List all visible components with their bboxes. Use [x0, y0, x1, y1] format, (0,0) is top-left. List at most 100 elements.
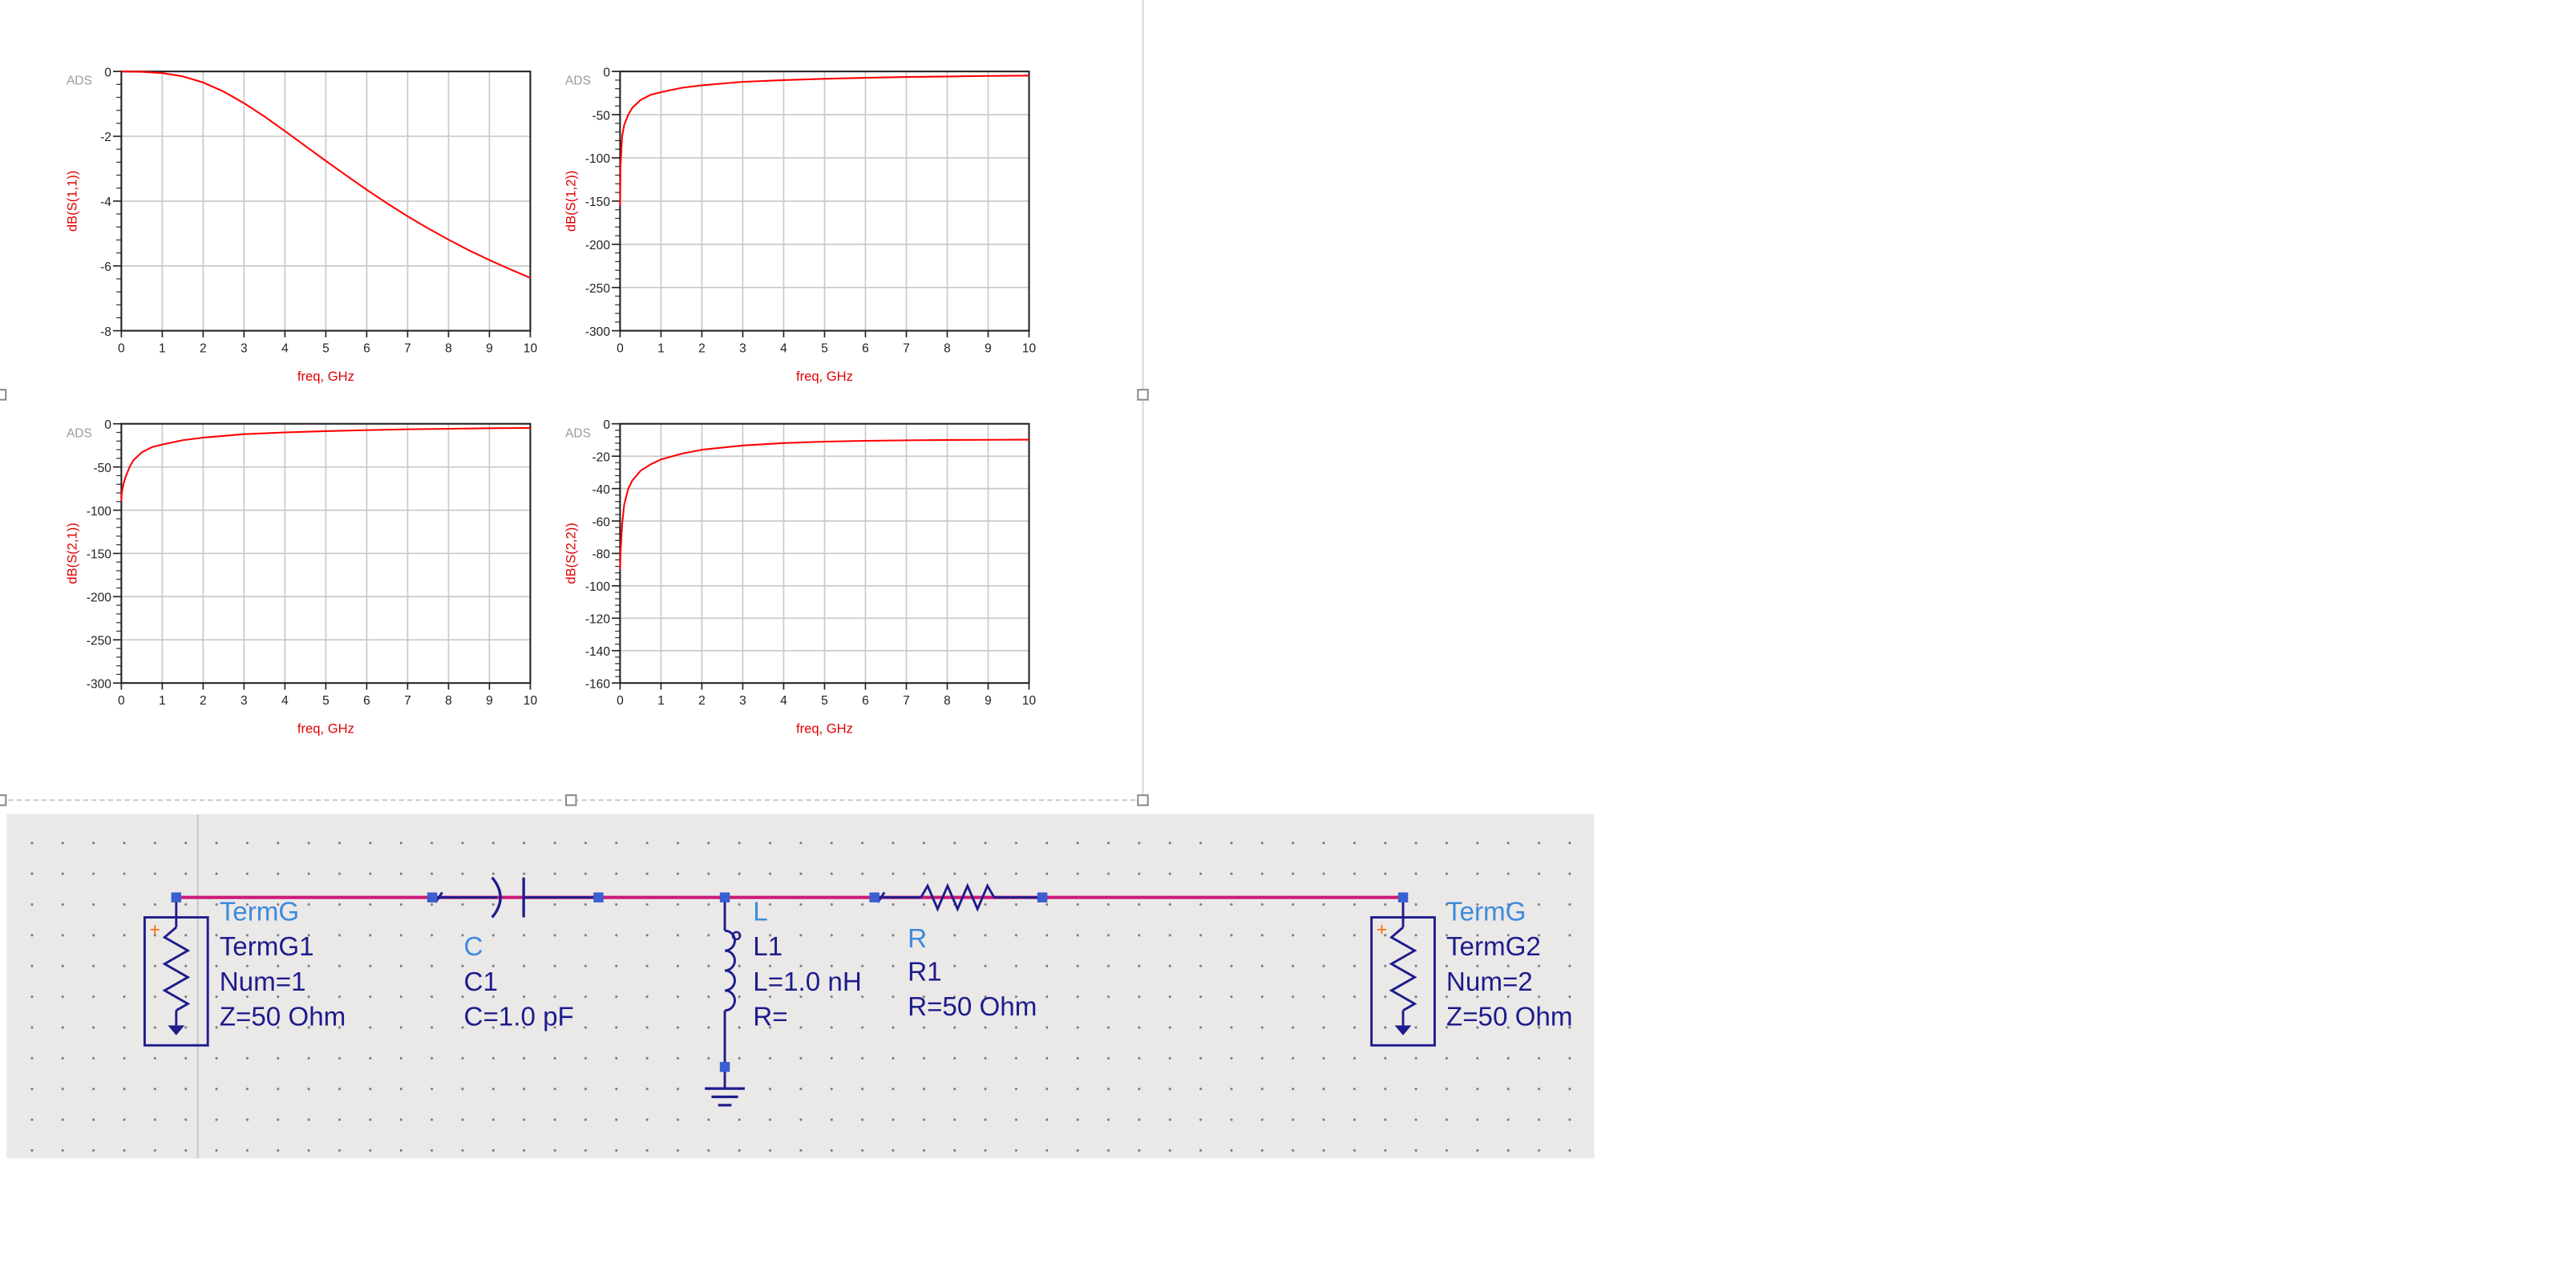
capacitor-symbol[interactable] [427, 876, 604, 919]
x-tick-label: 7 [404, 342, 411, 356]
ads-tag: ADS [67, 75, 92, 88]
plot-s21[interactable]: ADS 0 1 2 3 4 5 6 7 8 9 10 0 -50 -100 -150 -200 -250 -300 f… [0, 353, 565, 760]
y-tick-label: -120 [585, 613, 610, 627]
x-tick-label: 1 [159, 342, 166, 356]
x-tick-label: 0 [617, 342, 624, 356]
x-tick-label: 5 [322, 694, 330, 708]
ind-type-label[interactable]: L [753, 898, 767, 927]
schematic-drawing: + [143, 814, 1573, 1159]
series-line [619, 75, 1029, 206]
x-tick-label: 9 [486, 694, 493, 708]
schematic-canvas[interactable]: + [6, 814, 1595, 1159]
cap-value-label[interactable]: C=1.0 pF [464, 1002, 574, 1032]
x-tick-label: 1 [657, 342, 665, 356]
y-tick-label: 0 [603, 418, 610, 432]
chart-s22: ADS 0 1 2 3 4 5 6 7 8 9 10 0 -20 -40 -60 -80 -100 -120 -140… [563, 418, 1036, 736]
y-tick-label: -200 [585, 239, 610, 252]
resize-handle[interactable] [564, 794, 577, 806]
termg2-type-label[interactable]: TermG [1446, 898, 1526, 927]
x-tick-label: 2 [698, 694, 706, 708]
y-tick-label: 0 [104, 418, 111, 432]
resize-handle[interactable] [1137, 794, 1149, 806]
y-tick-label: -4 [100, 196, 111, 209]
y-tick-label: 0 [104, 66, 111, 79]
x-tick-label: 8 [944, 342, 951, 356]
x-tick-label: 6 [862, 342, 869, 356]
polarity-plus: + [150, 919, 160, 939]
x-tick-label: 4 [780, 694, 787, 708]
res-name-label[interactable]: R1 [908, 957, 941, 987]
plot-s12[interactable]: ADS 0 1 2 3 4 5 6 7 8 9 10 0 -50 -100 -150 -200 -250 -300 f… [499, 0, 1064, 407]
x-tick-label: 8 [944, 694, 951, 708]
y-tick-label: -100 [585, 580, 610, 594]
x-tick-label: 7 [903, 342, 910, 356]
ads-tag: ADS [565, 75, 591, 88]
chart-s11: ADS 0 1 2 3 4 5 6 7 8 9 10 0 -2 -4 -6 -8 freq, GHz dB(S(1,… [64, 66, 538, 383]
cap-name-label[interactable]: C1 [464, 967, 498, 997]
ind-name-label[interactable]: L1 [753, 932, 783, 962]
resize-handle[interactable] [1137, 389, 1149, 401]
x-tick-label: 5 [821, 694, 828, 708]
inductor-symbol[interactable] [705, 892, 745, 1107]
x-tick-label: 6 [363, 694, 370, 708]
y-axis-title: dB(S(1,2)) [563, 171, 578, 232]
termg2-num-label[interactable]: Num=2 [1446, 967, 1533, 997]
y-tick-label: -300 [585, 325, 610, 339]
y-tick-label: -300 [87, 677, 111, 691]
x-tick-label: 9 [985, 694, 992, 708]
termg1-name-label[interactable]: TermG1 [220, 932, 314, 962]
y-tick-label: -160 [585, 677, 610, 691]
termg1-z-label[interactable]: Z=50 Ohm [220, 1002, 346, 1032]
x-tick-label: 4 [281, 694, 289, 708]
series-line [619, 438, 1029, 570]
ind-value-label[interactable]: L=1.0 nH [753, 967, 861, 997]
x-tick-label: 4 [281, 342, 289, 356]
plot-s11[interactable]: ADS 0 1 2 3 4 5 6 7 8 9 10 0 -2 -4 -6 -8 freq, GHz dB(S(1,… [0, 0, 565, 407]
y-tick-label: -20 [592, 450, 610, 464]
y-tick-label: -100 [87, 505, 111, 519]
x-tick-label: 3 [241, 342, 248, 356]
resistor-symbol[interactable] [869, 882, 1048, 912]
chart-s12: ADS 0 1 2 3 4 5 6 7 8 9 10 0 -50 -100 -150 -200 -250 -300 f… [563, 66, 1036, 384]
y-tick-label: -250 [585, 282, 610, 296]
termg2-z-label[interactable]: Z=50 Ohm [1446, 1002, 1573, 1032]
x-tick-label: 8 [445, 342, 452, 356]
x-tick-label: 10 [524, 694, 538, 708]
y-axis-title: dB(S(1,1)) [64, 171, 79, 232]
res-type-label[interactable]: R [908, 924, 927, 954]
resize-handle[interactable] [0, 389, 7, 401]
y-tick-label: -140 [585, 645, 610, 659]
frame-border [1142, 0, 1144, 801]
y-tick-label: -150 [585, 196, 610, 209]
termg2-name-label[interactable]: TermG2 [1446, 932, 1541, 962]
termg2-symbol[interactable]: + [1370, 892, 1436, 1047]
polarity-plus: + [1377, 919, 1387, 939]
x-tick-label: 3 [241, 694, 248, 708]
plot-s22[interactable]: ADS 0 1 2 3 4 5 6 7 8 9 10 0 -20 -40 -60 -80 -100 -120 -140… [499, 353, 1064, 760]
ind-r-label[interactable]: R= [753, 1002, 787, 1032]
res-value-label[interactable]: R=50 Ohm [908, 992, 1037, 1022]
termg1-num-label[interactable]: Num=1 [220, 967, 306, 997]
termg1-type-label[interactable]: TermG [220, 898, 299, 927]
x-tick-label: 3 [739, 342, 746, 356]
x-tick-label: 9 [985, 342, 992, 356]
resize-handle[interactable] [0, 794, 7, 806]
x-axis-title: freq, GHz [796, 369, 853, 384]
ads-tag: ADS [67, 426, 92, 440]
cap-type-label[interactable]: C [464, 932, 483, 962]
x-axis-title: freq, GHz [796, 721, 853, 736]
x-tick-label: 2 [200, 342, 207, 356]
x-tick-label: 0 [617, 694, 624, 708]
plot-frame[interactable]: ADS 0 1 2 3 4 5 6 7 8 9 10 0 -2 -4 -6 -8 freq, GHz dB(S(1,… [0, 0, 1149, 806]
x-tick-label: 9 [486, 342, 493, 356]
y-tick-label: -200 [87, 592, 111, 605]
x-tick-label: 6 [363, 342, 370, 356]
y-tick-label: -6 [100, 260, 111, 274]
x-tick-label: 7 [404, 694, 411, 708]
x-tick-label: 3 [739, 694, 746, 708]
x-tick-label: 7 [903, 694, 910, 708]
termg1-symbol[interactable]: + [143, 892, 209, 1047]
x-tick-label: 10 [524, 342, 538, 356]
y-tick-label: -150 [87, 548, 111, 562]
